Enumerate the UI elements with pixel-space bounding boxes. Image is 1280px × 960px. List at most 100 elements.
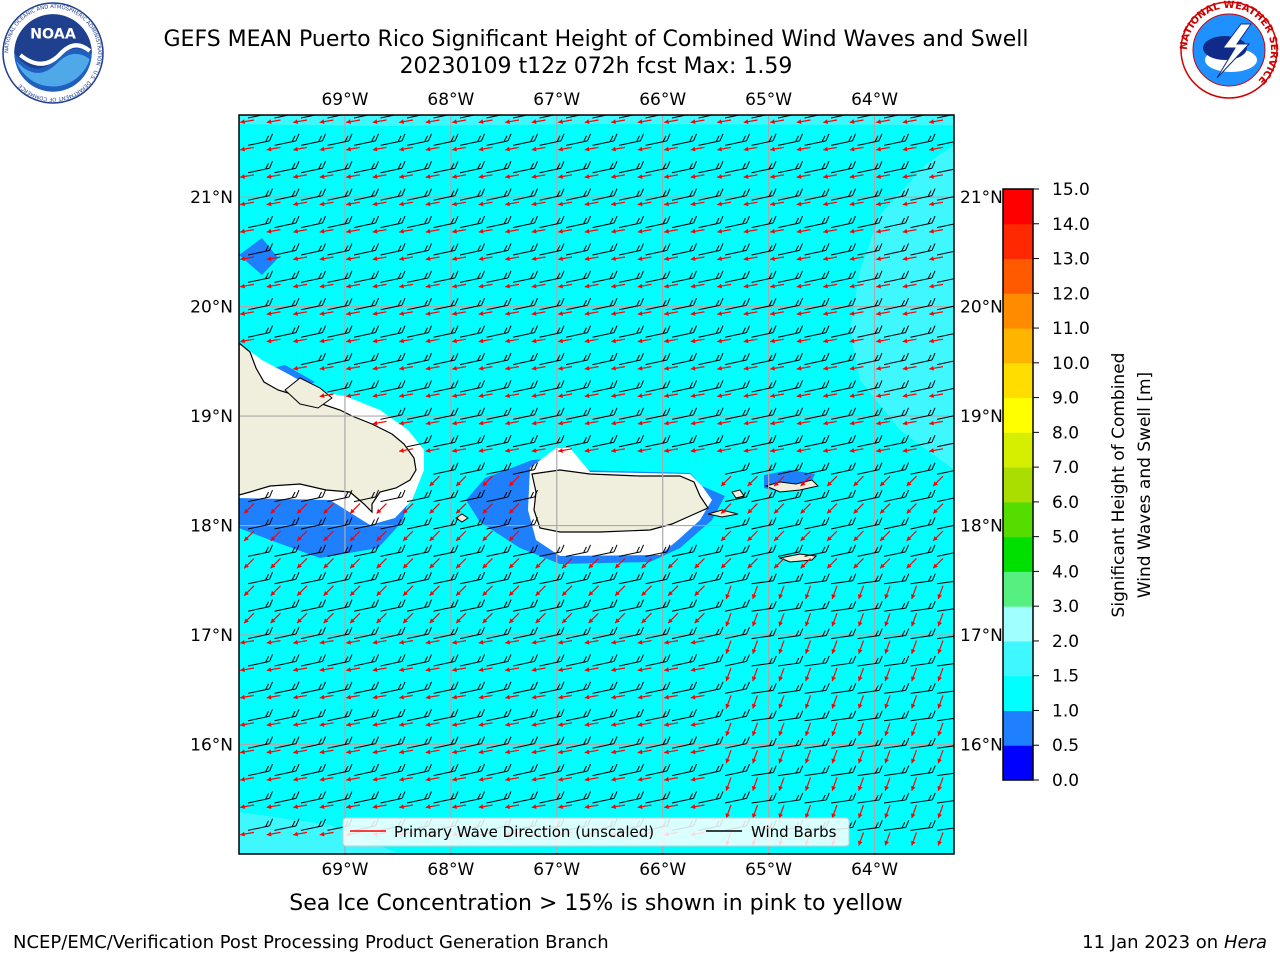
wave-arrow-head xyxy=(425,749,431,755)
colorbar-segment-8 xyxy=(1003,467,1033,503)
wind-barb-flag xyxy=(322,572,326,580)
wind-barb-flag xyxy=(450,711,455,718)
wave-arrow-head xyxy=(804,621,810,627)
wind-barb-flag xyxy=(878,270,883,279)
vector-405 xyxy=(694,544,724,569)
wind-barb-flag xyxy=(450,793,455,800)
wave-arrow-head xyxy=(831,758,836,764)
vector-179 xyxy=(690,270,724,289)
vector-595 xyxy=(724,736,750,764)
vector-79 xyxy=(902,161,936,179)
wind-barb-flag xyxy=(375,133,379,142)
vector-47 xyxy=(770,133,803,152)
wind-barb-flag xyxy=(693,572,697,580)
wind-barb-flag xyxy=(609,190,614,197)
wind-barb-flag xyxy=(715,409,720,417)
legend-wind-barbs-label: Wind Barbs xyxy=(751,823,837,841)
wind-barb-flag xyxy=(265,300,269,307)
wind-barb-flag xyxy=(295,736,300,744)
wind-barb-flag xyxy=(560,133,565,142)
vector-318 xyxy=(505,435,538,453)
wind-barb-flag xyxy=(848,354,852,362)
wave-arrow-head xyxy=(425,420,431,426)
vector-563 xyxy=(584,709,618,727)
wave-arrow-head xyxy=(425,667,431,673)
vector-52 xyxy=(902,133,936,152)
wave-arrow-head xyxy=(933,536,938,541)
wave-arrow-head xyxy=(531,365,537,371)
wave-arrow-head xyxy=(770,256,775,262)
wind-barb-flag xyxy=(348,736,353,744)
wind-barb-flag xyxy=(848,382,852,389)
vector-623 xyxy=(751,765,777,791)
wave-arrow-head xyxy=(531,776,537,782)
wind-barb-flag xyxy=(636,437,640,444)
wave-arrow-head xyxy=(478,256,484,262)
wave-arrow-head xyxy=(372,694,378,700)
wind-barb-flag xyxy=(719,572,724,580)
vector-108 xyxy=(240,215,273,234)
vector-400 xyxy=(561,544,591,569)
wave-arrow-head xyxy=(562,590,567,596)
wind-barb-shaft xyxy=(936,827,954,831)
wind-barb-flag xyxy=(318,601,322,608)
wind-barb-flag xyxy=(848,217,852,225)
wind-barb-flag xyxy=(742,354,746,362)
vector-452 xyxy=(508,599,538,624)
wind-barb-flag xyxy=(878,298,883,306)
wind-barb-flag xyxy=(719,407,724,416)
wave-arrow-head xyxy=(884,813,889,819)
vector-118 xyxy=(505,215,538,234)
wave-arrow-head xyxy=(293,804,298,810)
wind-barb-flag xyxy=(450,574,455,581)
wind-barb-flag xyxy=(874,272,879,280)
wind-barb-flag xyxy=(636,409,640,417)
wind-barb-flag xyxy=(397,711,402,718)
wind-barb-flag xyxy=(927,575,932,582)
wind-barb-flag xyxy=(322,709,326,717)
wind-barb-flag xyxy=(507,380,512,388)
wave-arrow-head xyxy=(425,174,431,179)
wind-barb-flag xyxy=(481,763,485,772)
wind-barb-shaft xyxy=(936,745,954,749)
wind-barb-flag xyxy=(931,489,936,498)
wave-arrow-head xyxy=(505,174,510,179)
wind-barb-flag xyxy=(322,215,326,224)
wind-barb-flag xyxy=(874,437,879,444)
wave-arrow-head xyxy=(346,639,351,645)
vector-153 xyxy=(717,243,750,262)
wave-arrow-head xyxy=(584,749,590,755)
wind-barb-flag xyxy=(715,272,720,280)
wind-barb-flag xyxy=(428,572,432,580)
wind-barb-flag xyxy=(397,354,402,362)
wind-barb-flag xyxy=(371,135,375,143)
wind-barb-flag xyxy=(348,791,353,799)
wind-barb-flag xyxy=(852,352,856,361)
wave-arrow-head xyxy=(509,563,514,569)
wave-arrow-head xyxy=(849,338,855,344)
wave-arrow-head xyxy=(452,201,457,207)
vector-490 xyxy=(804,628,830,654)
wind-barb-flag xyxy=(454,681,459,690)
wind-barb-flag xyxy=(428,626,432,635)
vector-286 xyxy=(796,380,830,399)
wind-barb-flag xyxy=(927,464,932,471)
vector-120 xyxy=(558,215,591,234)
wave-arrow-head xyxy=(399,420,404,426)
land-vieques xyxy=(707,509,739,518)
wind-barb-flag xyxy=(375,325,379,333)
vector-469 xyxy=(240,626,273,645)
wave-arrow-head xyxy=(403,563,408,569)
wind-barb-flag xyxy=(746,763,750,772)
vector-580 xyxy=(319,736,353,755)
vector-362 xyxy=(800,489,830,514)
wind-barb-flag xyxy=(901,163,905,170)
wind-barb-flag xyxy=(344,327,349,334)
wind-barb-flag xyxy=(640,626,644,635)
wind-barb-flag xyxy=(348,544,353,553)
vector-221 xyxy=(372,325,406,344)
vector-142 xyxy=(425,243,459,262)
wind-barb-flag xyxy=(344,519,349,526)
wind-barb-flag xyxy=(291,163,296,170)
wind-barb-flag xyxy=(719,215,724,224)
